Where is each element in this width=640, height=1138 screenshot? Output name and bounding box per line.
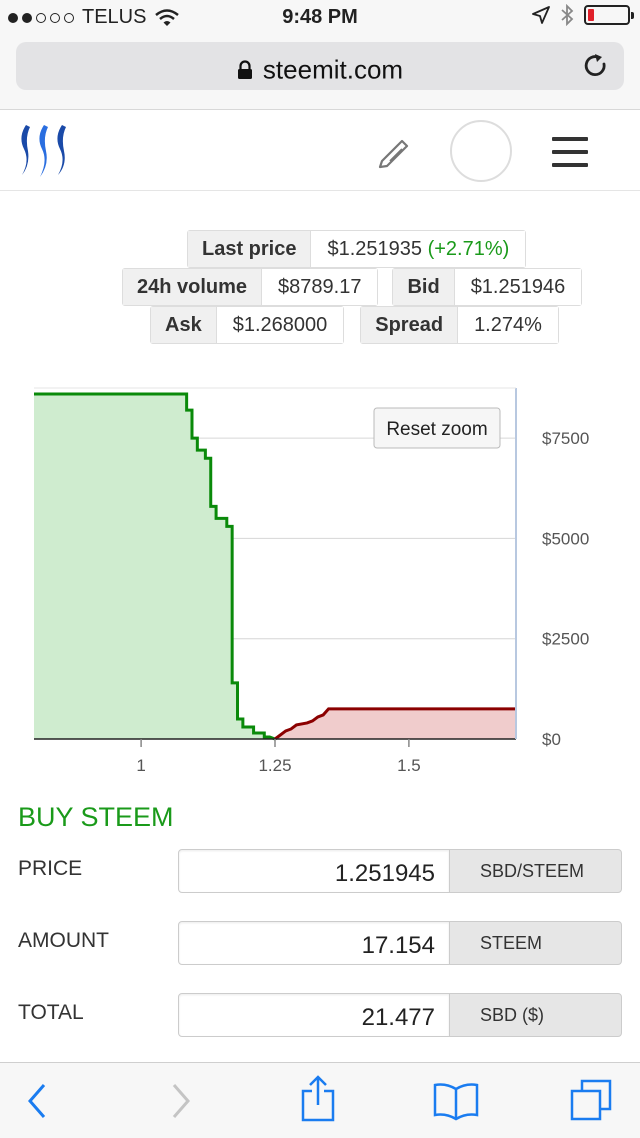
signal-dot	[50, 12, 60, 23]
y-tick-label: $0	[542, 730, 561, 749]
site-header	[0, 111, 640, 191]
bluetooth-icon	[561, 4, 574, 26]
reset-zoom-button[interactable]	[373, 407, 501, 449]
buy-title: BUY STEEM	[18, 802, 174, 832]
tabs-icon[interactable]	[570, 1079, 614, 1123]
price-label: PRICE	[18, 857, 83, 880]
ticker-row-3: Ask $1.268000 Spread 1.274%	[150, 306, 559, 344]
bookmarks-icon[interactable]	[432, 1081, 480, 1121]
signal-dot	[64, 12, 74, 23]
carrier-name: TELUS	[82, 6, 147, 28]
signal-dot	[36, 12, 46, 23]
browser-chrome: steemit.com	[0, 36, 640, 110]
browser-toolbar	[0, 1062, 640, 1138]
menu-icon[interactable]	[552, 137, 588, 176]
bid-depth-area	[34, 394, 275, 739]
url-text: steemit.com	[262, 54, 404, 85]
signal-dot	[22, 12, 32, 23]
depth-chart[interactable]: $0 $2500 $5000 $7500 1 1.25 1.5 Reset zoom	[0, 370, 640, 790]
y-tick-label: $5000	[542, 529, 589, 548]
ticker-row-1: Last price $1.251935 (+2.71%)	[187, 230, 527, 268]
share-icon[interactable]	[300, 1075, 336, 1123]
clock: 9:48 PM	[282, 6, 358, 28]
ticker-row-2: 24h volume $8789.17 Bid $1.251946	[122, 268, 583, 306]
status-icons	[532, 4, 634, 26]
volume-24h: 24h volume $8789.17	[122, 268, 379, 306]
amount-unit: STEEM	[449, 921, 622, 965]
last-price: Last price $1.251935 (+2.71%)	[187, 230, 527, 268]
avatar[interactable]	[450, 120, 512, 182]
price-change: (+2.71%)	[427, 238, 510, 260]
ask: Ask $1.268000	[150, 306, 345, 344]
y-tick-label: $2500	[542, 630, 589, 649]
y-tick-label: $7500	[542, 429, 589, 448]
total-label: TOTAL	[18, 1001, 84, 1024]
forward-icon[interactable]	[168, 1081, 194, 1121]
x-tick-label: 1.5	[397, 756, 421, 775]
total-row: TOTAL 21.477 SBD ($)	[0, 993, 640, 1037]
x-tick-label: 1	[136, 756, 145, 775]
ask-depth-area	[275, 708, 516, 739]
bid-depth-line	[34, 392, 276, 741]
back-icon[interactable]	[24, 1081, 50, 1121]
total-input[interactable]: 21.477	[178, 993, 450, 1037]
wifi-icon	[155, 8, 180, 26]
reload-icon[interactable]	[582, 52, 610, 80]
lock-icon	[237, 60, 252, 80]
amount-input[interactable]: 17.154	[178, 921, 450, 965]
total-unit: SBD ($)	[449, 993, 622, 1037]
location-icon	[532, 6, 550, 24]
pencil-icon[interactable]	[376, 135, 412, 169]
x-tick-label: 1.25	[258, 756, 291, 775]
price-unit: SBD/STEEM	[449, 849, 622, 893]
ask-depth-line	[274, 707, 516, 741]
price-input[interactable]: 1.251945	[178, 849, 450, 893]
bid: Bid $1.251946	[392, 268, 583, 306]
address-bar[interactable]: steemit.com	[16, 42, 624, 90]
amount-row: AMOUNT 17.154 STEEM	[0, 921, 640, 965]
reset-zoom-label[interactable]: Reset zoom	[386, 419, 487, 440]
carrier: TELUS	[8, 6, 180, 29]
amount-label: AMOUNT	[18, 929, 109, 952]
steemit-logo[interactable]	[16, 121, 76, 183]
battery-icon	[584, 5, 634, 25]
status-bar: TELUS 9:48 PM	[0, 0, 640, 36]
signal-dot	[8, 12, 18, 23]
price-row: PRICE 1.251945 SBD/STEEM	[0, 849, 640, 893]
spread: Spread 1.274%	[360, 306, 559, 344]
